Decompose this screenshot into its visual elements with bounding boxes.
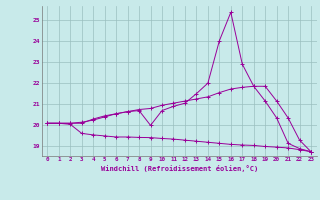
X-axis label: Windchill (Refroidissement éolien,°C): Windchill (Refroidissement éolien,°C) (100, 165, 258, 172)
